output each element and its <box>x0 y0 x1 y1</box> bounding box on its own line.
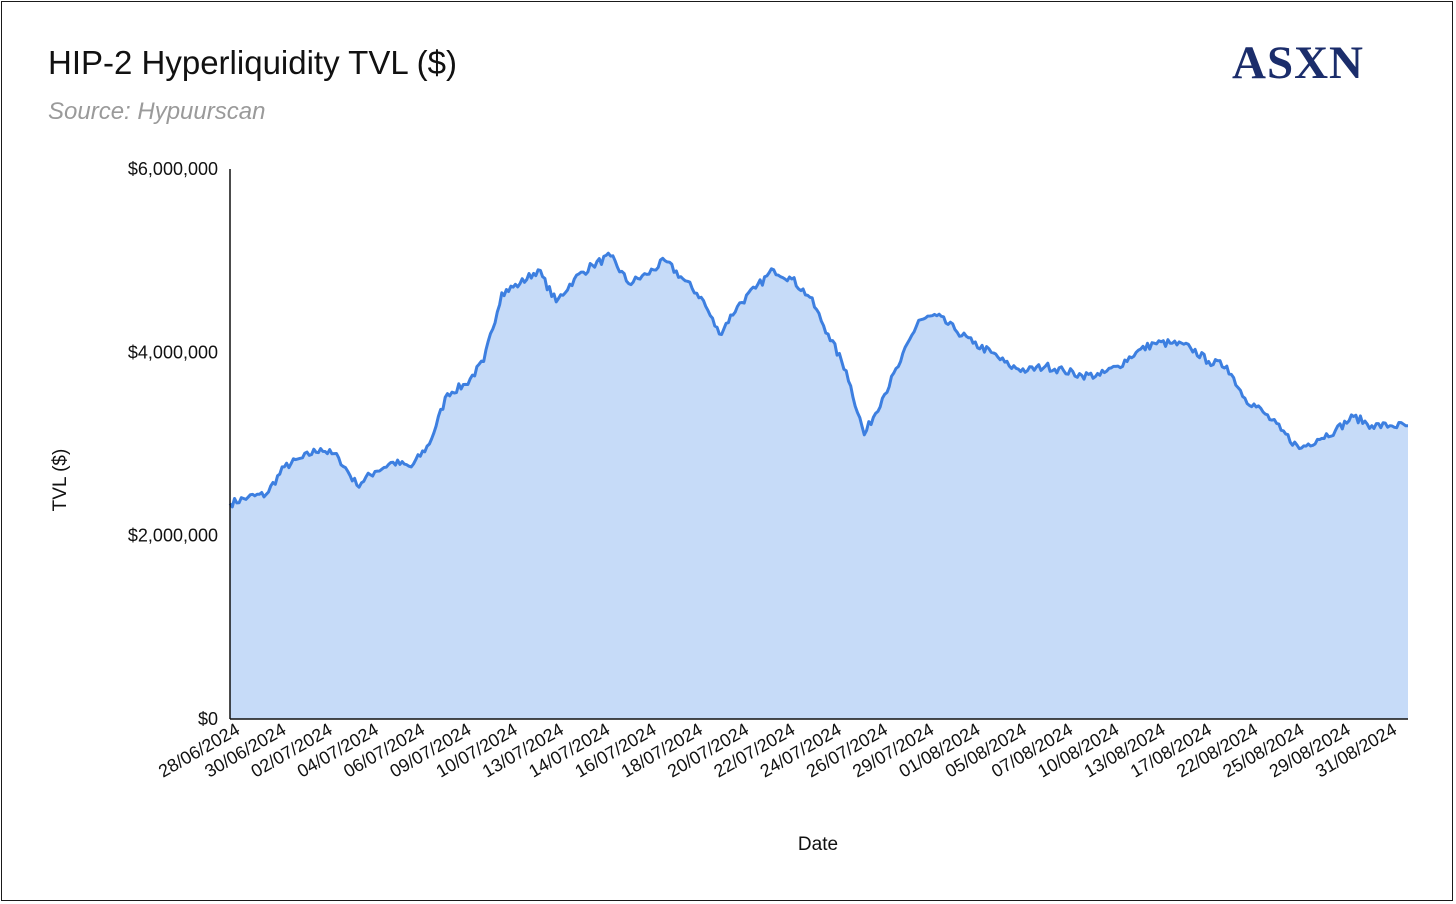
y-tick-label: $4,000,000 <box>128 342 218 362</box>
area-fill <box>230 253 1408 719</box>
chart-subtitle: Source: Hypuurscan <box>48 98 266 125</box>
x-tick-labels: 28/06/202430/06/202402/07/202404/07/2024… <box>155 719 1400 781</box>
y-tick-labels: $0 $2,000,000 $4,000,000 $6,000,000 <box>128 159 218 729</box>
chart-title: HIP-2 Hyperliquidity TVL ($) <box>48 44 457 81</box>
y-tick-label: $6,000,000 <box>128 159 218 179</box>
area-layer <box>228 251 1408 719</box>
axis-layer <box>229 169 1408 720</box>
x-axis-label: Date <box>798 834 838 855</box>
series-line <box>228 251 1408 509</box>
y-tick-label: $2,000,000 <box>128 526 218 546</box>
y-axis-label: TVL ($) <box>50 449 71 512</box>
brand-logo: ASXN <box>1232 37 1364 89</box>
y-tick-label: $0 <box>198 709 218 729</box>
